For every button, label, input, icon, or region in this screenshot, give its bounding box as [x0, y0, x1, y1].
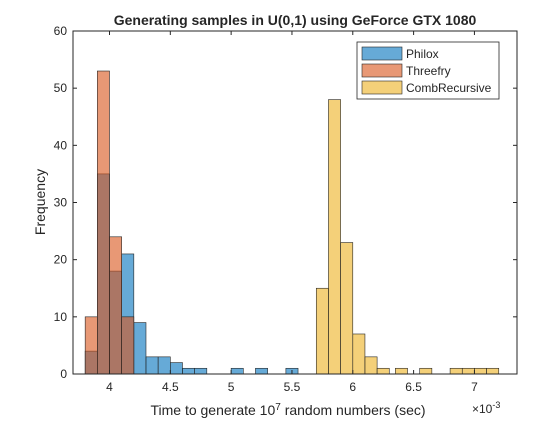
x-tick-label: 5: [228, 380, 235, 394]
bar-combrecursive-8: [449, 367, 463, 375]
x-tick-label: 6.5: [405, 380, 422, 394]
y-tick-label: 10: [54, 310, 68, 324]
x-exponent-power: -3: [492, 400, 500, 410]
x-axis-label-tail: random numbers (sec): [281, 402, 426, 418]
x-axis-exponent: ×10-3: [472, 400, 500, 416]
x-axis-label: Time to generate 107 random numbers (sec…: [150, 402, 425, 419]
x-tick-label: 4.5: [162, 380, 179, 394]
legend-label-philox: Philox: [406, 47, 439, 61]
x-tick-label: 5.5: [284, 380, 301, 394]
bar-threefry-3: [121, 316, 135, 375]
bar-threefry-2: [109, 236, 122, 375]
y-axis-label: Frequency: [32, 169, 48, 235]
legend[interactable]: Philox Threefry CombRecursive: [356, 41, 500, 100]
legend-label-threefry: Threefry: [406, 64, 451, 78]
bar-combrecursive-1: [328, 99, 341, 375]
legend-swatch-threefry: [361, 63, 403, 78]
bar-combrecursive-9: [461, 367, 475, 375]
bar-philox-5: [145, 356, 159, 375]
x-tick-label: 7: [471, 380, 478, 394]
bar-combrecursive-4: [364, 356, 378, 375]
x-axis-label-main: Time to generate 10: [150, 402, 275, 418]
bar-philox-10: [230, 367, 244, 375]
bar-combrecursive-6: [395, 367, 408, 375]
bar-philox-8: [182, 367, 195, 375]
bar-philox-4: [133, 322, 147, 375]
bar-philox-7: [170, 362, 183, 375]
legend-swatch-philox: [361, 46, 403, 61]
y-tick-label: 40: [54, 138, 68, 152]
x-tick-label: 4: [106, 380, 113, 394]
x-exponent-base: ×10: [472, 402, 493, 416]
y-tick-label: 60: [54, 24, 68, 38]
bar-combrecursive-3: [352, 333, 366, 375]
x-tick-label: 6: [349, 380, 356, 394]
legend-swatch-combrecursive: [361, 80, 403, 95]
chart-title: Generating samples in U(0,1) using GeFor…: [114, 12, 477, 28]
bar-philox-11: [255, 367, 268, 375]
ticks-layer: 4 4.5 5 5.5 6 6.5 7 0 10 20 30 40 50 60: [54, 24, 517, 394]
bar-combrecursive-2: [340, 242, 354, 375]
x-axis-label-superscript: 7: [275, 402, 281, 413]
bars-layer: [84, 70, 500, 375]
y-tick-label: 50: [54, 81, 68, 95]
y-tick-label: 30: [54, 196, 68, 210]
bar-philox-9: [194, 367, 208, 375]
bar-combrecursive-7: [419, 367, 433, 375]
y-tick-label: 0: [60, 367, 67, 381]
bar-threefry-1: [97, 70, 110, 375]
y-tick-label: 20: [54, 253, 68, 267]
bar-philox-6: [157, 356, 171, 375]
bar-combrecursive-10: [474, 367, 487, 375]
bar-combrecursive-0: [315, 287, 329, 375]
bar-combrecursive-5: [376, 367, 390, 375]
bar-threefry-0: [84, 316, 98, 375]
bar-combrecursive-11: [486, 367, 500, 375]
legend-label-combrecursive: CombRecursive: [406, 81, 492, 95]
